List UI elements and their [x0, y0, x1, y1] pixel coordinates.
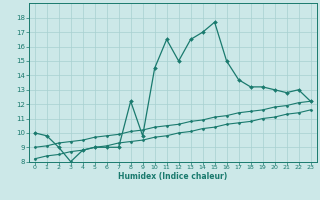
X-axis label: Humidex (Indice chaleur): Humidex (Indice chaleur) — [118, 172, 227, 181]
